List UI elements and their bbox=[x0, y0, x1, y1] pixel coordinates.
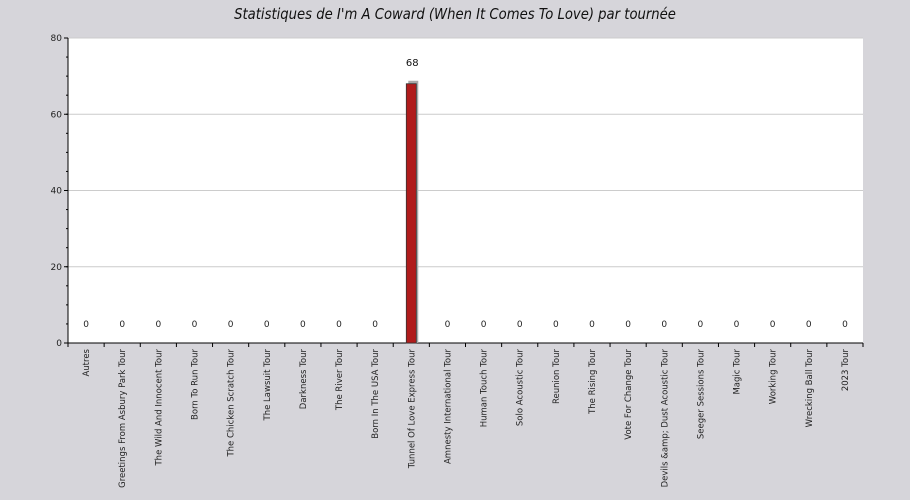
category-label: Seeger Sessions Tour bbox=[696, 349, 706, 440]
zero-value-label: 0 bbox=[264, 320, 270, 330]
zero-value-label: 0 bbox=[842, 320, 848, 330]
y-tick-label: 60 bbox=[51, 110, 63, 120]
zero-value-label: 0 bbox=[83, 320, 89, 330]
category-label: The River Tour bbox=[335, 349, 345, 412]
category-label: Greetings From Asbury Park Tour bbox=[118, 349, 128, 488]
y-tick-label: 20 bbox=[51, 263, 63, 273]
zero-value-label: 0 bbox=[228, 320, 234, 330]
category-label: Human Touch Tour bbox=[480, 349, 490, 428]
y-tick-label: 0 bbox=[56, 339, 62, 349]
category-label: Magic Tour bbox=[733, 349, 743, 395]
zero-value-label: 0 bbox=[517, 320, 523, 330]
category-label: The Chicken Scratch Tour bbox=[227, 349, 237, 458]
category-label: Devils &amp; Dust Acoustic Tour bbox=[660, 348, 670, 487]
zero-value-label: 0 bbox=[119, 320, 125, 330]
zero-value-label: 0 bbox=[553, 320, 559, 330]
category-label: The Lawsuit Tour bbox=[263, 348, 273, 421]
category-label: Amnesty International Tour bbox=[443, 349, 453, 464]
y-tick-label: 80 bbox=[51, 34, 63, 44]
category-label: Wrecking Ball Tour bbox=[805, 349, 815, 428]
category-label: Born In The USA Tour bbox=[371, 349, 381, 439]
zero-value-label: 0 bbox=[625, 320, 631, 330]
zero-value-label: 0 bbox=[661, 320, 667, 330]
zero-value-label: 0 bbox=[192, 320, 198, 330]
zero-value-label: 0 bbox=[155, 320, 161, 330]
chart-title: Statistiques de I'm A Coward (When It Co… bbox=[234, 5, 676, 23]
zero-value-label: 0 bbox=[481, 320, 487, 330]
category-label: The Rising Tour bbox=[588, 349, 598, 415]
category-label: Born To Run Tour bbox=[190, 349, 200, 420]
category-label: Tunnel Of Love Express Tour bbox=[407, 349, 417, 470]
category-label: Working Tour bbox=[769, 348, 779, 404]
category-label: 2023 Tour bbox=[841, 349, 851, 392]
zero-value-label: 0 bbox=[445, 320, 451, 330]
zero-value-label: 0 bbox=[300, 320, 306, 330]
category-label: The Wild And Innocent Tour bbox=[154, 349, 164, 467]
zero-value-label: 0 bbox=[806, 320, 812, 330]
zero-value-label: 0 bbox=[372, 320, 378, 330]
category-label: Reunion Tour bbox=[552, 349, 562, 405]
zero-value-label: 0 bbox=[734, 320, 740, 330]
zero-value-label: 0 bbox=[698, 320, 704, 330]
zero-value-label: 0 bbox=[589, 320, 595, 330]
bar bbox=[405, 83, 417, 344]
category-label: Autres bbox=[82, 348, 92, 376]
zero-value-label: 0 bbox=[336, 320, 342, 330]
y-tick-label: 40 bbox=[51, 187, 63, 197]
category-label: Darkness Tour bbox=[299, 349, 309, 410]
value-label: 68 bbox=[406, 58, 419, 69]
category-label: Vote For Change Tour bbox=[624, 349, 634, 440]
zero-value-label: 0 bbox=[770, 320, 776, 330]
category-label: Solo Acoustic Tour bbox=[516, 349, 526, 427]
